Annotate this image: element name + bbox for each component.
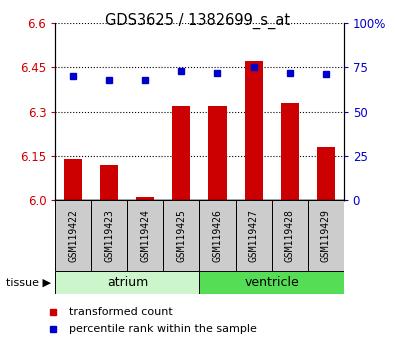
Bar	[199, 271, 344, 294]
Bar	[127, 200, 164, 271]
Text: GSM119425: GSM119425	[177, 209, 186, 262]
Bar	[55, 271, 199, 294]
Bar	[164, 200, 199, 271]
Text: GSM119426: GSM119426	[213, 209, 222, 262]
Bar	[173, 105, 190, 200]
Text: GSM119423: GSM119423	[104, 209, 115, 262]
Text: percentile rank within the sample: percentile rank within the sample	[69, 324, 257, 334]
Bar	[100, 165, 118, 200]
Bar	[235, 200, 272, 271]
Bar	[272, 200, 308, 271]
Text: transformed count: transformed count	[69, 307, 173, 317]
Bar	[280, 103, 299, 200]
Bar	[317, 147, 335, 200]
Text: GSM119424: GSM119424	[140, 209, 150, 262]
Bar	[308, 200, 344, 271]
Text: GSM119422: GSM119422	[68, 209, 78, 262]
Bar	[55, 200, 91, 271]
Bar	[199, 200, 235, 271]
Text: GDS3625 / 1382699_s_at: GDS3625 / 1382699_s_at	[105, 12, 290, 29]
Text: GSM119427: GSM119427	[248, 209, 259, 262]
Bar	[209, 105, 226, 200]
Bar	[245, 61, 263, 200]
Bar	[64, 159, 82, 200]
Bar	[136, 197, 154, 200]
Text: atrium: atrium	[107, 276, 148, 289]
Bar	[91, 200, 127, 271]
Text: GSM119428: GSM119428	[284, 209, 295, 262]
Text: ventricle: ventricle	[244, 276, 299, 289]
Text: tissue ▶: tissue ▶	[6, 277, 51, 287]
Text: GSM119429: GSM119429	[321, 209, 331, 262]
